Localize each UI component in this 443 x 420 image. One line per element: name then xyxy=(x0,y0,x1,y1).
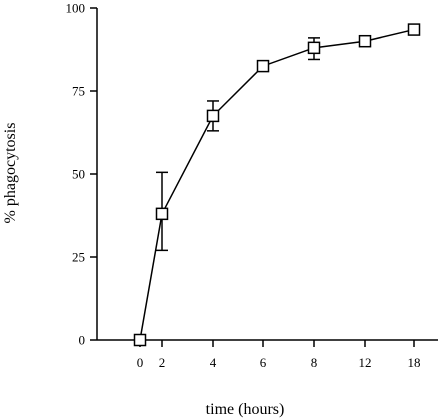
x-tick-label-2: 2 xyxy=(159,355,166,370)
y-tick-label-0: 0 xyxy=(79,333,86,348)
data-point-4 xyxy=(206,109,220,123)
data-point-12 xyxy=(358,34,372,48)
data-point-8 xyxy=(307,41,321,55)
x-axis-label: time (hours) xyxy=(206,401,285,418)
y-axis-label: % phagocytosis xyxy=(2,123,19,224)
y-tick-label-25: 25 xyxy=(72,250,85,265)
data-point-2 xyxy=(155,207,169,221)
x-tick-label-12: 12 xyxy=(359,355,372,370)
error-bars xyxy=(156,37,320,252)
data-point-6 xyxy=(256,59,270,73)
x-tick-label-0: 0 xyxy=(137,355,144,370)
y-tick-label-75: 75 xyxy=(72,84,85,99)
x-tick-label-8: 8 xyxy=(311,355,318,370)
y-tick-label-100: 100 xyxy=(66,1,86,16)
x-tick-label-18: 18 xyxy=(408,355,421,370)
x-tick-label-6: 6 xyxy=(260,355,267,370)
data-point-18 xyxy=(407,23,421,36)
data-point-0 xyxy=(133,333,147,347)
data-series xyxy=(133,23,421,347)
series-line xyxy=(139,28,415,341)
tick-marks xyxy=(90,7,415,347)
x-tick-label-4: 4 xyxy=(210,355,217,370)
y-tick-label-50: 50 xyxy=(72,167,85,182)
